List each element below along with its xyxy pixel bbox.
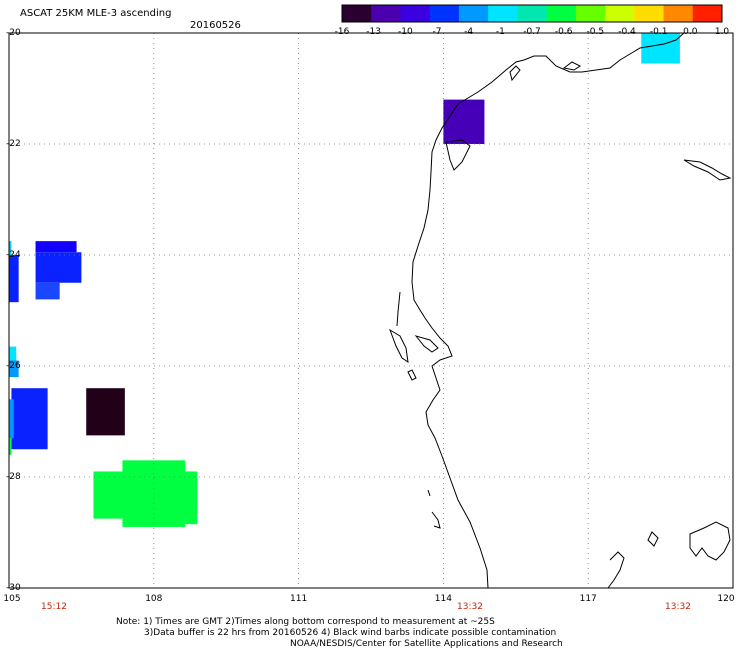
colorbar-segment — [488, 5, 518, 22]
data-cell — [9, 241, 12, 255]
longitude-label: 111 — [290, 594, 308, 604]
colorbar-segment — [458, 5, 489, 22]
data-cell — [86, 388, 125, 436]
pass-time-2: 13:32 — [457, 602, 483, 612]
latitude-label: -26 — [6, 361, 21, 371]
data-cell — [9, 438, 12, 455]
colorbar-tick-label: -0.1 — [649, 27, 668, 37]
data-cell — [185, 471, 198, 525]
data-cells — [9, 33, 680, 527]
coastline — [389, 32, 732, 589]
colorbar-segment — [546, 5, 577, 22]
longitude-label: 120 — [717, 594, 735, 604]
note-line-1: Note: 1) Times are GMT 2)Times along bot… — [116, 617, 495, 627]
colorbar-frame — [341, 4, 723, 23]
colorbar-tick-label: -1 — [495, 27, 505, 37]
colorbar-tick-label: -0.4 — [618, 27, 636, 37]
colorbar-segment — [575, 5, 606, 22]
colorbar-tick-label: -10 — [397, 27, 413, 37]
map-date: 20160526 — [190, 20, 241, 31]
colorbar — [341, 4, 723, 23]
colorbar-segment — [663, 5, 694, 22]
data-cell — [9, 360, 19, 378]
colorbar-tick-label: 0.0 — [683, 27, 698, 37]
colorbar-tick-label: -13 — [366, 27, 382, 37]
colorbar-tick-label: -16 — [334, 27, 350, 37]
latitude-label: -28 — [6, 472, 21, 482]
latitude-label: -22 — [6, 139, 21, 149]
longitude-label: 114 — [434, 594, 452, 604]
colorbar-segment — [605, 5, 635, 22]
latitude-label: -20 — [6, 28, 21, 38]
note-line-2: 3)Data buffer is 22 hrs from 20160526 4)… — [144, 628, 557, 638]
graticule — [9, 33, 733, 588]
data-cell — [35, 252, 82, 283]
map-title: ASCAT 25KM MLE-3 ascending — [20, 8, 172, 19]
colorbar-segment — [692, 5, 723, 22]
colorbar-tick-label: 1.0 — [714, 27, 730, 37]
data-cell — [35, 282, 60, 300]
colorbar-segment — [400, 5, 431, 22]
colorbar-segment — [634, 5, 665, 22]
data-cell — [641, 33, 680, 64]
data-cell — [443, 99, 485, 144]
colorbar-segment — [342, 5, 372, 22]
map-frame — [8, 32, 734, 589]
colorbar-segment — [429, 5, 460, 22]
colorbar-tick-label: -7 — [432, 27, 442, 37]
note-line-3: NOAA/NESDIS/Center for Satellite Applica… — [290, 639, 563, 649]
data-cell — [9, 255, 19, 303]
colorbar-tick-label: -0.5 — [586, 27, 605, 37]
latitude-label: -30 — [6, 583, 21, 593]
longitude-label: 108 — [145, 594, 163, 604]
colorbar-tick-label: -4 — [464, 27, 474, 37]
data-cell — [9, 399, 14, 439]
colorbar-segment — [371, 5, 401, 22]
longitude-label: 117 — [579, 594, 597, 604]
colorbar-tick-label: -0.6 — [554, 27, 573, 37]
pass-time-3: 13:32 — [665, 602, 691, 612]
pass-time-1: 15:12 — [41, 602, 67, 612]
latitude-label: -24 — [6, 250, 21, 260]
data-cell — [35, 241, 77, 253]
data-cell — [11, 388, 48, 450]
colorbar-tick-label: -0.7 — [523, 27, 541, 37]
colorbar-segment — [517, 5, 548, 22]
longitude-label: 105 — [3, 594, 21, 604]
